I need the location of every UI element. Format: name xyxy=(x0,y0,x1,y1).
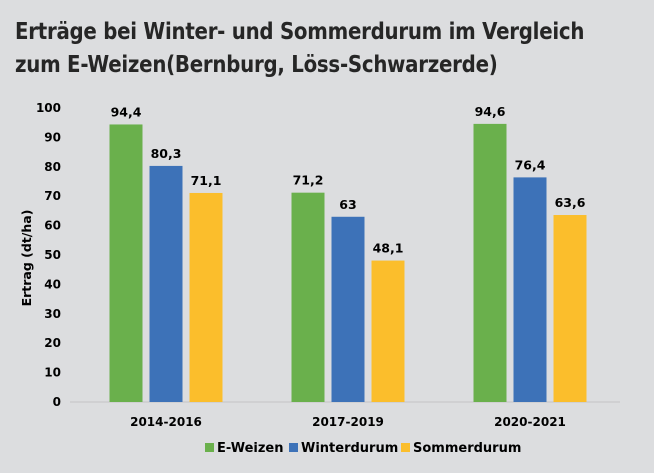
y-tick-label: 40 xyxy=(44,277,61,291)
legend-label: Winterdurum xyxy=(301,441,398,456)
bar-sommerdurum-2020-2021 xyxy=(553,215,587,402)
bar-e-weizen-2020-2021 xyxy=(473,123,507,402)
bars xyxy=(109,123,587,403)
y-tick-label: 90 xyxy=(44,130,61,144)
data-label: 63 xyxy=(339,197,356,212)
y-axis-ticks: 0 10 20 30 40 50 60 70 80 90 100 xyxy=(36,101,61,409)
bar-winterdurum-2014-2016 xyxy=(149,165,183,402)
y-tick-label: 0 xyxy=(53,395,61,409)
chart-title: Erträge bei Winter- und Sommerdurum im V… xyxy=(15,16,584,82)
y-tick-label: 70 xyxy=(44,189,61,203)
bar-sommerdurum-2014-2016 xyxy=(189,192,223,402)
x-tick-label: 2020-2021 xyxy=(494,415,566,429)
y-tick-label: 20 xyxy=(44,336,61,350)
y-tick-label: 30 xyxy=(44,307,61,321)
data-label: 80,3 xyxy=(151,146,182,161)
data-label: 63,6 xyxy=(555,195,586,210)
x-axis-categories: 2014-2016 2017-2019 2020-2021 xyxy=(130,415,566,429)
x-tick-label: 2017-2019 xyxy=(312,415,384,429)
bar-e-weizen-2014-2016 xyxy=(109,124,143,403)
bar-e-weizen-2017-2019 xyxy=(291,192,325,402)
y-tick-label: 100 xyxy=(36,101,61,115)
data-label: 71,1 xyxy=(191,173,222,188)
y-axis-label: Ertrag (dt/ha) xyxy=(19,210,34,307)
bar-winterdurum-2017-2019 xyxy=(331,216,365,402)
data-label: 94,6 xyxy=(475,104,506,119)
chart-title-line1: Erträge bei Winter- und Sommerdurum im V… xyxy=(15,19,585,45)
data-label: 76,4 xyxy=(515,157,546,172)
data-label: 71,2 xyxy=(293,173,324,188)
x-tick-label: 2014-2016 xyxy=(130,415,202,429)
y-tick-label: 60 xyxy=(44,219,61,233)
y-tick-label: 50 xyxy=(44,248,61,262)
bar-sommerdurum-2017-2019 xyxy=(371,260,405,402)
legend: E-Weizen Winterdurum Sommerdurum xyxy=(205,441,521,456)
data-labels: 94,4 80,3 71,1 71,2 63 48,1 94,6 76,4 63,6 xyxy=(111,104,586,256)
legend-swatch-winterdurum xyxy=(289,443,298,452)
chart-title-line2: zum E-Weizen(Bernburg, Löss-Schwarzerde) xyxy=(15,52,498,78)
legend-swatch-e-weizen xyxy=(205,443,214,452)
bar-winterdurum-2020-2021 xyxy=(513,177,547,402)
legend-label: Sommerdurum xyxy=(413,441,521,456)
y-tick-label: 10 xyxy=(44,366,61,380)
data-label: 48,1 xyxy=(373,241,404,256)
data-label: 94,4 xyxy=(111,104,142,119)
legend-swatch-sommerdurum xyxy=(401,443,410,452)
legend-label: E-Weizen xyxy=(217,441,283,456)
y-tick-label: 80 xyxy=(44,160,61,174)
